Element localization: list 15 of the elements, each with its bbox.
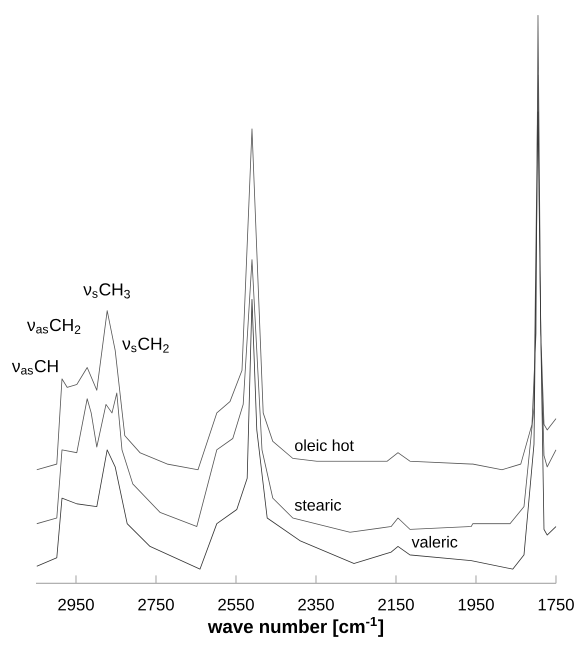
annotation: ν$_{as}$CH — [12, 360, 58, 375]
series-label: valeric — [412, 536, 458, 548]
x-tick-label: 1750 — [538, 598, 574, 611]
x-tick-label: 2150 — [378, 598, 414, 611]
annotation: ν$_{s}$CH$_{3}$ — [83, 283, 130, 298]
x-tick-label: 1950 — [458, 598, 494, 611]
x-tick-label: 2550 — [218, 598, 254, 611]
x-tick-label: 2350 — [298, 598, 334, 611]
x-tick-label: 2750 — [138, 598, 174, 611]
series-label: oleic hot — [295, 439, 354, 452]
annotation: ν$_{s}$CH$_{2}$ — [122, 338, 169, 353]
x-axis-title: wave number [cm$^{-1}$] — [208, 616, 384, 637]
annotation: ν$_{as}$CH$_{2}$ — [26, 318, 80, 334]
series-label: stearic — [294, 498, 342, 511]
x-tick-label: 2950 — [58, 598, 94, 611]
